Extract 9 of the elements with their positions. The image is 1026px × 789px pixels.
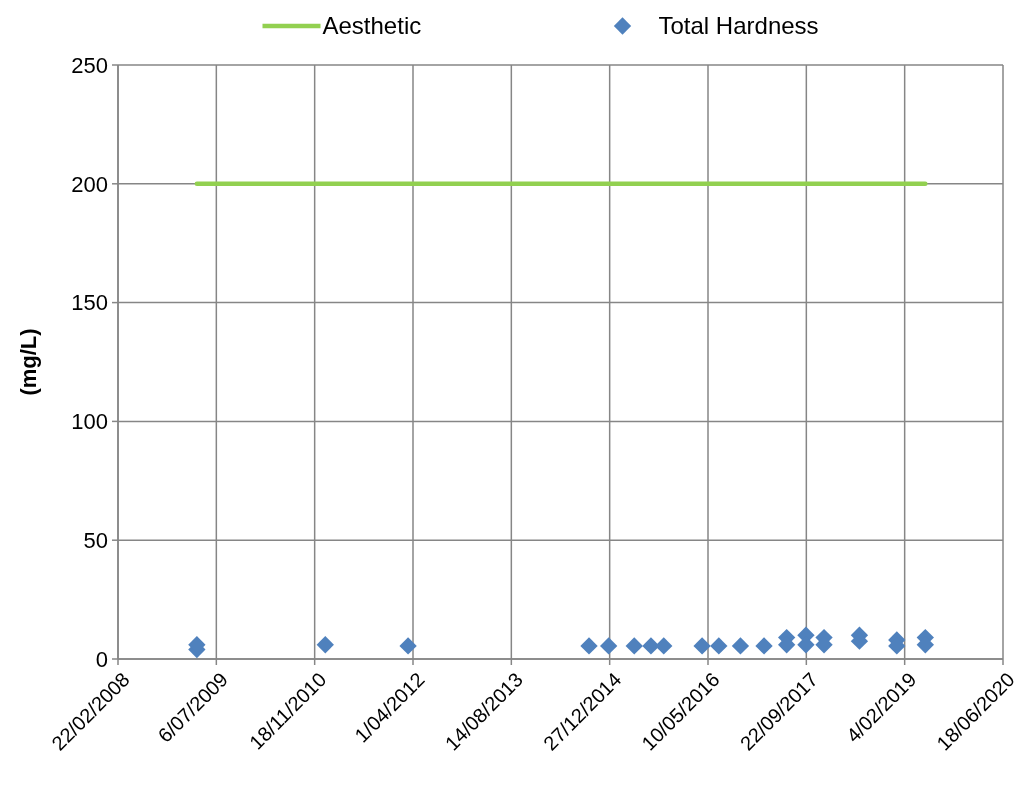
- y-tick-label: 150: [71, 290, 108, 316]
- legend-label: Aesthetic: [322, 12, 422, 40]
- y-tick-label: 250: [71, 52, 108, 78]
- y-tick-label: 50: [83, 527, 108, 553]
- y-tick-label: 100: [71, 409, 108, 435]
- legend-label: Total Hardness: [658, 12, 819, 40]
- y-tick-label: 200: [71, 171, 108, 197]
- y-axis-title: (mg/L): [16, 328, 41, 396]
- y-tick-label: 0: [95, 646, 108, 672]
